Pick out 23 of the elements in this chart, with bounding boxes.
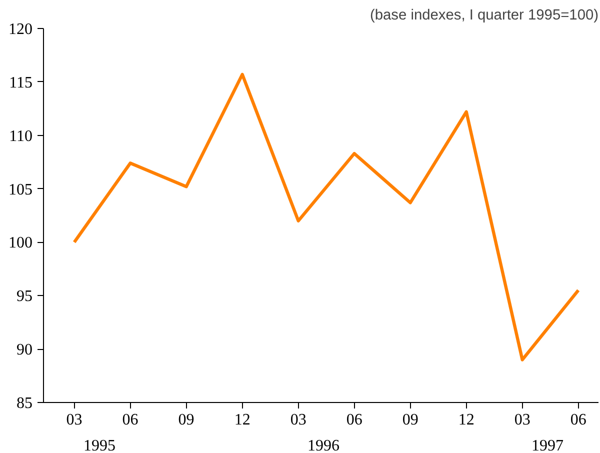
text: 1995 xyxy=(84,438,116,453)
x-tick-label: 03 xyxy=(514,412,530,428)
chart-title: (base indexes, I quarter 1995=100) xyxy=(370,8,598,24)
y-tick-label: 90 xyxy=(16,342,32,359)
x-tick-label: 09 xyxy=(178,412,194,428)
x-tick-label: 12 xyxy=(234,412,250,428)
text: 1997 xyxy=(532,438,564,453)
y-tick-label: 100 xyxy=(8,234,32,252)
y-tick-label: 115 xyxy=(9,74,32,92)
x-tick-label: 03 xyxy=(66,412,82,428)
text: 1996 xyxy=(308,438,340,453)
y-tick-label: 110 xyxy=(9,128,32,145)
x-tick-label: 06 xyxy=(346,412,362,428)
y-tick-label: 105 xyxy=(8,181,32,198)
x-tick-label: 12 xyxy=(458,412,474,428)
y-tick-label: 85 xyxy=(16,395,32,412)
line-series xyxy=(72,72,580,362)
x-tick-label: 03 xyxy=(290,412,306,428)
y-tick-label: 120 xyxy=(8,21,32,38)
x-tick-label: 06 xyxy=(570,412,586,428)
x-tick-label: 09 xyxy=(402,412,418,428)
x-tick-label: 06 xyxy=(122,412,138,428)
y-tick-label: 95 xyxy=(16,288,32,306)
